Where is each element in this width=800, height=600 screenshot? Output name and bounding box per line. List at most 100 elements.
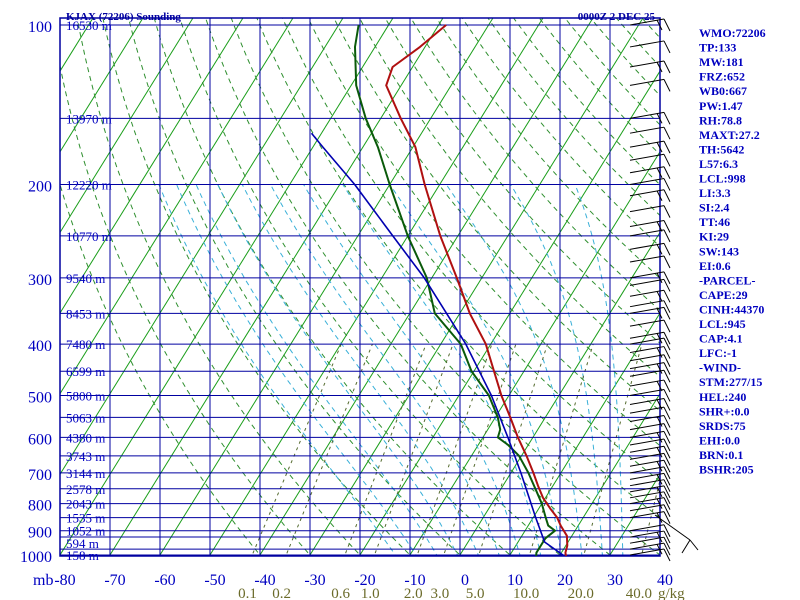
dry-adiabat-lines (60, 18, 660, 556)
wind-barb-flag (663, 491, 671, 505)
profile-series (310, 24, 569, 556)
pressure-tick-label: 1000 (20, 549, 52, 566)
height-label: 8453 m (66, 306, 105, 321)
height-label: 2043 m (66, 497, 105, 512)
sounding-index-label: CAPE:29 (699, 288, 748, 302)
height-label: 3743 m (66, 449, 105, 464)
wind-barb-shaft (629, 459, 665, 467)
mixing-ratio-line (373, 343, 454, 556)
wind-barb-flag (663, 460, 671, 473)
wind-barb-flag (656, 333, 663, 344)
wind-barb-shaft (629, 369, 665, 377)
dry-adiabat-line (205, 18, 613, 556)
parcel-path-line (310, 132, 566, 556)
height-label: 13970 m (66, 111, 112, 126)
wind-barb-shaft (629, 166, 665, 174)
wind-barb-flag (656, 474, 663, 485)
wind-barb-flag (663, 332, 671, 345)
wind-barb-flag (656, 61, 663, 73)
wind-barb-flag (663, 112, 671, 125)
wind-barb-flag (656, 416, 663, 427)
wind-barb-flag (663, 398, 671, 411)
sounding-index-label: FRZ:652 (699, 70, 745, 84)
wind-barb-flag (663, 423, 671, 436)
sounding-index-label: CINH:44370 (699, 302, 764, 316)
wind-barb-flag (656, 291, 663, 302)
pressure-tick-label: 300 (28, 272, 52, 289)
mixing-ratio-label: 0.1 (238, 586, 257, 600)
height-label: 16530 m (66, 18, 112, 33)
temperature-tick-label: -80 (54, 572, 75, 589)
sounding-index-label: -PARCEL- (699, 273, 755, 287)
isotherm-line (60, 18, 294, 395)
temperature-tick-label: 10 (507, 572, 523, 589)
moist-adiabat-lines (158, 184, 624, 556)
temperature-tick-label: -10 (404, 572, 425, 589)
wind-barb-shaft (629, 354, 665, 362)
dry-adiabat-line (435, 18, 660, 279)
wind-barb-flag (663, 497, 671, 510)
wind-barb-shaft (629, 229, 665, 237)
height-label: 5800 m (66, 388, 105, 403)
sounding-index-label: SI:2.4 (699, 201, 729, 215)
sounding-index-label: PW:1.47 (699, 99, 743, 113)
dry-adiabat-line (179, 18, 563, 556)
wind-barb-flag (663, 431, 671, 444)
wind-barb-flag (663, 300, 671, 313)
pressure-tick-label: 700 (28, 467, 52, 484)
wind-barb-shaft (629, 205, 665, 213)
wind-barb-flag (663, 60, 671, 74)
wind-barb-shaft (629, 278, 665, 286)
sounding-index-label: SHR+:0.0 (699, 404, 750, 418)
wind-barb-shaft (629, 530, 665, 538)
wind-barb-flag (656, 461, 663, 472)
wind-barb-shaft (629, 524, 665, 532)
wind-barb-flag (663, 362, 671, 375)
wind-barb-flag (663, 511, 671, 524)
pressure-tick-label: 100 (28, 19, 52, 36)
sounding-index-label: LCL:998 (699, 172, 746, 186)
height-label: 7480 m (66, 337, 105, 352)
sounding-index-label: LCL:945 (699, 317, 746, 331)
wind-barb-flag (656, 432, 663, 443)
wind-barb-shaft (629, 379, 665, 387)
wind-barb-flag (656, 221, 663, 232)
dry-adiabat-line (281, 18, 660, 482)
wind-barb-shaft (629, 331, 665, 339)
wind-barb-flag (663, 18, 671, 32)
wind-barb-shaft (629, 511, 665, 519)
dry-adiabat-line (102, 18, 412, 556)
wind-barb-flag (656, 113, 663, 124)
wind-barb-shaft (629, 452, 665, 460)
mixing-ratio-label: 1.0 (361, 586, 380, 600)
wind-barb-flag (663, 379, 671, 393)
sounding-index-label: SW:143 (699, 244, 739, 258)
height-label: 3144 m (66, 466, 105, 481)
wind-barb-flag (663, 166, 671, 179)
mixing-ratio-line (251, 343, 342, 556)
moist-adiabat-line (176, 184, 418, 556)
wind-barb-flag (663, 154, 671, 167)
wind-barb-shaft (629, 78, 665, 86)
mixing-ratio-label: 5.0 (466, 586, 485, 600)
wind-barb-flag (663, 536, 671, 550)
wind-barb-flag (663, 290, 671, 303)
wind-barb-flag (656, 19, 663, 31)
mixing-ratio-label: 10.0 (513, 586, 539, 600)
isotherm-line (60, 18, 144, 153)
wind-barb-shaft (629, 542, 665, 550)
moist-adiabat-line (158, 184, 397, 556)
wind-barb-flag (656, 272, 663, 284)
wind-barb-flag (663, 479, 671, 492)
pressure-tick-label: 400 (28, 338, 52, 355)
pressure-tick-label: 900 (28, 525, 52, 542)
height-label: 2578 m (66, 482, 105, 497)
wind-barb-shaft (629, 140, 665, 148)
wind-barb-shaft (629, 346, 665, 354)
wind-barb-shaft (629, 319, 665, 327)
mixing-ratio-label: 3.0 (431, 586, 450, 600)
mixing-ratio-unit-label: g/kg (658, 586, 685, 600)
dry-adiabat-line (410, 18, 660, 312)
